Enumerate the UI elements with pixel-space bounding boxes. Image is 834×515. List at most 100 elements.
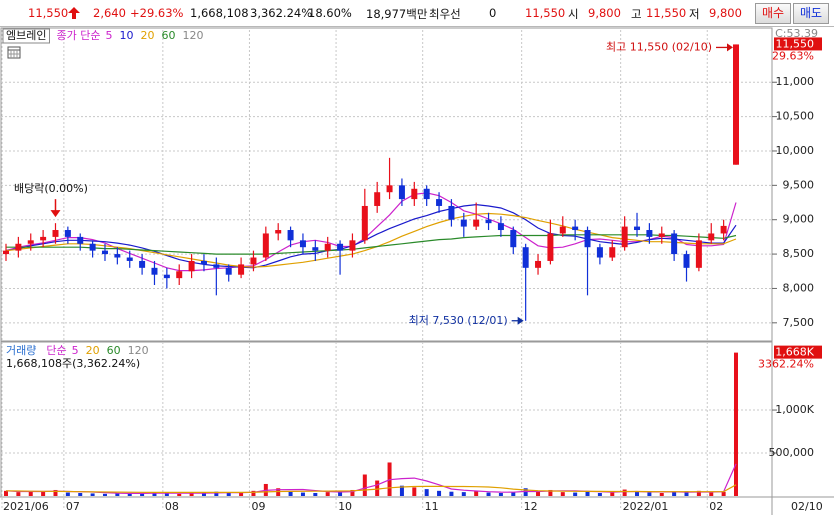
candle-body (77, 236, 84, 244)
last-change-label: 29.63% (772, 49, 814, 62)
sell-button[interactable]: 매도 (793, 3, 829, 24)
volume-bar (276, 488, 281, 496)
ma-line (5, 484, 737, 493)
quote-header: 11,550 2,640 +29.63% 1,668,108 3,362.24%… (0, 0, 834, 27)
candle-body (559, 226, 566, 234)
y-tick-label: 8,000 (783, 281, 815, 294)
volume-bar (548, 489, 553, 496)
x-tick-label: 02 (709, 500, 723, 513)
candle-body (324, 243, 331, 251)
y-tick-label: 9,000 (783, 213, 815, 226)
candle-body (101, 250, 108, 255)
candle-body (423, 188, 430, 200)
candle-body (485, 219, 492, 224)
buy-button[interactable]: 매수 (755, 3, 791, 24)
x-tick-label: 07 (66, 500, 80, 513)
candle-body (250, 257, 257, 265)
candle-body (671, 233, 678, 255)
ma-line (5, 212, 737, 268)
candle-body (596, 247, 603, 258)
volume-bar (437, 490, 442, 496)
candle-body (733, 44, 739, 165)
candle-body (176, 271, 183, 279)
candle-body (572, 226, 579, 231)
volume-bar (523, 488, 528, 496)
volume-bar (684, 491, 689, 496)
annotation-arrowhead (517, 316, 524, 325)
volume-bar (449, 491, 454, 496)
candle-body (683, 254, 690, 268)
low: 9,800 (709, 6, 742, 20)
ma-line (5, 203, 737, 269)
volume-bar (622, 489, 627, 496)
price-panel (0, 27, 773, 342)
legend-entry: 10 (119, 29, 133, 42)
best-value: 0 (489, 6, 497, 20)
candle-body (262, 233, 269, 258)
legend-entry: 120 (128, 344, 149, 357)
y-tick-label: 10,000 (776, 144, 815, 157)
legend-name: 엠브레인 (6, 29, 46, 42)
volume-bar (65, 492, 70, 496)
turnover: 18.60% (308, 6, 352, 20)
volume-bar (16, 492, 21, 496)
candle-body (52, 230, 59, 237)
candle-body (312, 247, 319, 251)
volume-bar (115, 493, 120, 496)
legend-ma-label: 종가 단순 (56, 29, 100, 42)
volume-bar (672, 492, 677, 496)
volume-bar (560, 492, 565, 496)
last-value-box (774, 37, 822, 51)
legend-entry: 120 (182, 29, 203, 42)
candle-body (473, 219, 480, 227)
legend-ma-label: 단순 (46, 344, 66, 357)
volume-rate: 3,362.24% (250, 6, 313, 20)
open-label: 시 (568, 7, 579, 21)
candle-body (287, 230, 294, 241)
volume-bar (201, 493, 206, 496)
candle-body (89, 243, 96, 251)
candle-body (213, 264, 220, 268)
legend-entry: 60 (161, 29, 175, 42)
volume-bar (325, 492, 330, 496)
candle-body (695, 240, 702, 268)
annotation-dividend: 배당락(0.00%) (14, 182, 88, 195)
volume-bar (251, 490, 256, 496)
volume-bar (338, 490, 343, 496)
volume-bar (573, 492, 578, 496)
volume-bar (127, 493, 132, 496)
ma-line (5, 192, 737, 272)
y-tick-label: 8,500 (783, 247, 815, 260)
volume-bar (140, 492, 145, 496)
candle-body (720, 225, 727, 234)
legend-name: 거래량 (6, 344, 36, 357)
candle-body (448, 205, 455, 220)
open: 9,800 (588, 6, 621, 20)
candle-body (522, 247, 529, 268)
x-tick-label: 2021/06 (3, 500, 49, 513)
volume-bar (647, 492, 652, 496)
legend-entry: 5 (72, 344, 79, 357)
volume: 1,668,108 (190, 6, 249, 20)
last-value-box (774, 345, 822, 359)
candle-body (200, 260, 207, 265)
ma-line (5, 463, 737, 494)
candle-body (497, 223, 504, 231)
candle-body (535, 260, 542, 268)
candle-body (299, 240, 306, 248)
candle-body (139, 260, 146, 268)
volume-bar (585, 490, 590, 496)
x-tick-label: 11 (425, 500, 439, 513)
candle-body (361, 205, 368, 241)
volume-bar (375, 480, 380, 496)
annotation-low: 최저 7,530 (12/01) (409, 314, 508, 327)
volume-bar (53, 489, 58, 496)
volume-bar (189, 492, 194, 496)
candle-body (163, 274, 170, 279)
candle-body (151, 267, 158, 275)
volume-bar (474, 491, 479, 496)
volume-bar (164, 493, 169, 496)
volume-bar (412, 487, 417, 496)
background (0, 26, 834, 515)
